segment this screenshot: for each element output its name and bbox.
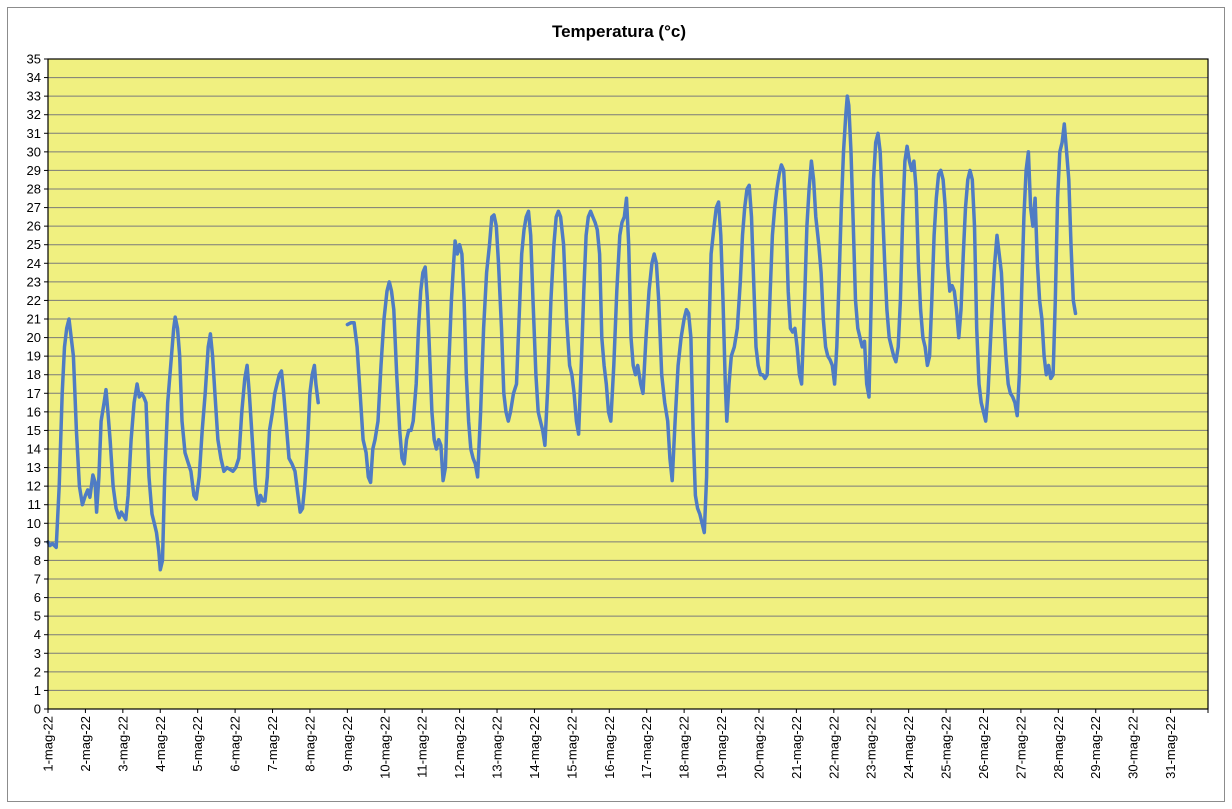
y-tick-label: 35 [27,52,41,67]
y-tick-label: 2 [34,664,41,679]
y-tick-label: 25 [27,237,41,252]
x-tick-label: 6-mag-22 [228,716,243,772]
x-tick-label: 27-mag-22 [1013,716,1028,779]
y-tick-label: 14 [27,442,41,457]
y-tick-label: 29 [27,163,41,178]
y-tick-label: 21 [27,312,41,327]
y-tick-label: 26 [27,219,41,234]
y-tick-label: 8 [34,553,41,568]
x-tick-label: 21-mag-22 [789,716,804,779]
plot-area [46,58,1209,710]
x-tick-label: 20-mag-22 [751,716,766,779]
x-tick-label: 18-mag-22 [677,716,692,779]
y-tick-label: 27 [27,200,41,215]
y-tick-label: 0 [34,702,41,717]
y-tick-label: 12 [27,479,41,494]
x-tick-label: 25-mag-22 [939,716,954,779]
x-tick-label: 17-mag-22 [639,716,654,779]
y-tick-label: 13 [27,460,41,475]
y-tick-label: 17 [27,386,41,401]
line-chart: Temperatura (°c) 01234567891011121314151… [27,22,1209,779]
x-tick-label: 28-mag-22 [1051,716,1066,779]
x-tick-label: 8-mag-22 [302,716,317,772]
y-axis: 0123456789101112131415161718192021222324… [27,52,48,717]
y-tick-label: 31 [27,126,41,141]
x-tick-label: 9-mag-22 [340,716,355,772]
x-tick-label: 3-mag-22 [115,716,130,772]
y-tick-label: 4 [34,627,41,642]
series-line [345,94,1078,535]
y-tick-label: 11 [28,497,42,512]
y-tick-label: 24 [27,256,41,271]
x-tick-label: 7-mag-22 [265,716,280,772]
chart-frame: Temperatura (°c) 0 1 2 3 4 5 6 7 8 9 10 11 12 13 14 15 1… [7,7,1225,802]
x-tick-label: 31-mag-22 [1163,716,1178,779]
y-tick-label: 19 [27,349,41,364]
y-tick-label: 6 [34,590,41,605]
x-tick-label: 15-mag-22 [564,716,579,779]
x-tick-label: 13-mag-22 [490,716,505,779]
y-tick-label: 10 [27,516,41,531]
y-tick-label: 9 [34,534,41,549]
series-line [46,315,320,572]
y-tick-label: 28 [27,182,41,197]
y-tick-label: 5 [34,609,41,624]
x-tick-label: 2-mag-22 [78,716,93,772]
y-tick-label: 1 [34,683,41,698]
x-tick-label: 11-mag-22 [415,716,430,778]
x-tick-label: 4-mag-22 [153,716,168,772]
x-tick-label: 24-mag-22 [901,716,916,779]
x-tick-label: 23-mag-22 [864,716,879,779]
x-tick-label: 12-mag-22 [452,716,467,779]
x-tick-label: 14-mag-22 [527,716,542,779]
y-tick-label: 34 [27,70,41,85]
plot-background [48,59,1208,709]
y-tick-label: 18 [27,367,41,382]
y-tick-label: 23 [27,274,41,289]
x-tick-label: 5-mag-22 [190,716,205,772]
x-tick-label: 10-mag-22 [377,716,392,779]
x-tick-label: 16-mag-22 [602,716,617,779]
y-tick-label: 15 [27,423,41,438]
x-tick-label: 26-mag-22 [976,716,991,779]
x-tick-label: 30-mag-22 [1126,716,1141,779]
y-tick-label: 30 [27,144,41,159]
y-tick-label: 7 [34,572,41,587]
x-tick-label: 29-mag-22 [1088,716,1103,779]
y-tick-label: 33 [27,89,41,104]
x-tick-label: 1-mag-22 [41,716,56,772]
y-tick-label: 20 [27,330,41,345]
x-axis: 1-mag-22 2-mag-22 3-mag-22 4-mag-22 5-mag-22… [41,709,1209,779]
x-tick-label: 22-mag-22 [826,716,841,779]
y-tick-label: 32 [27,107,41,122]
y-tick-label: 22 [27,293,41,308]
plot-border [47,58,1209,710]
y-tick-label: 16 [27,404,41,419]
y-tick-label: 3 [34,646,41,661]
chart-title: Temperatura (°c) [552,22,686,41]
x-tick-label: 19-mag-22 [714,716,729,779]
